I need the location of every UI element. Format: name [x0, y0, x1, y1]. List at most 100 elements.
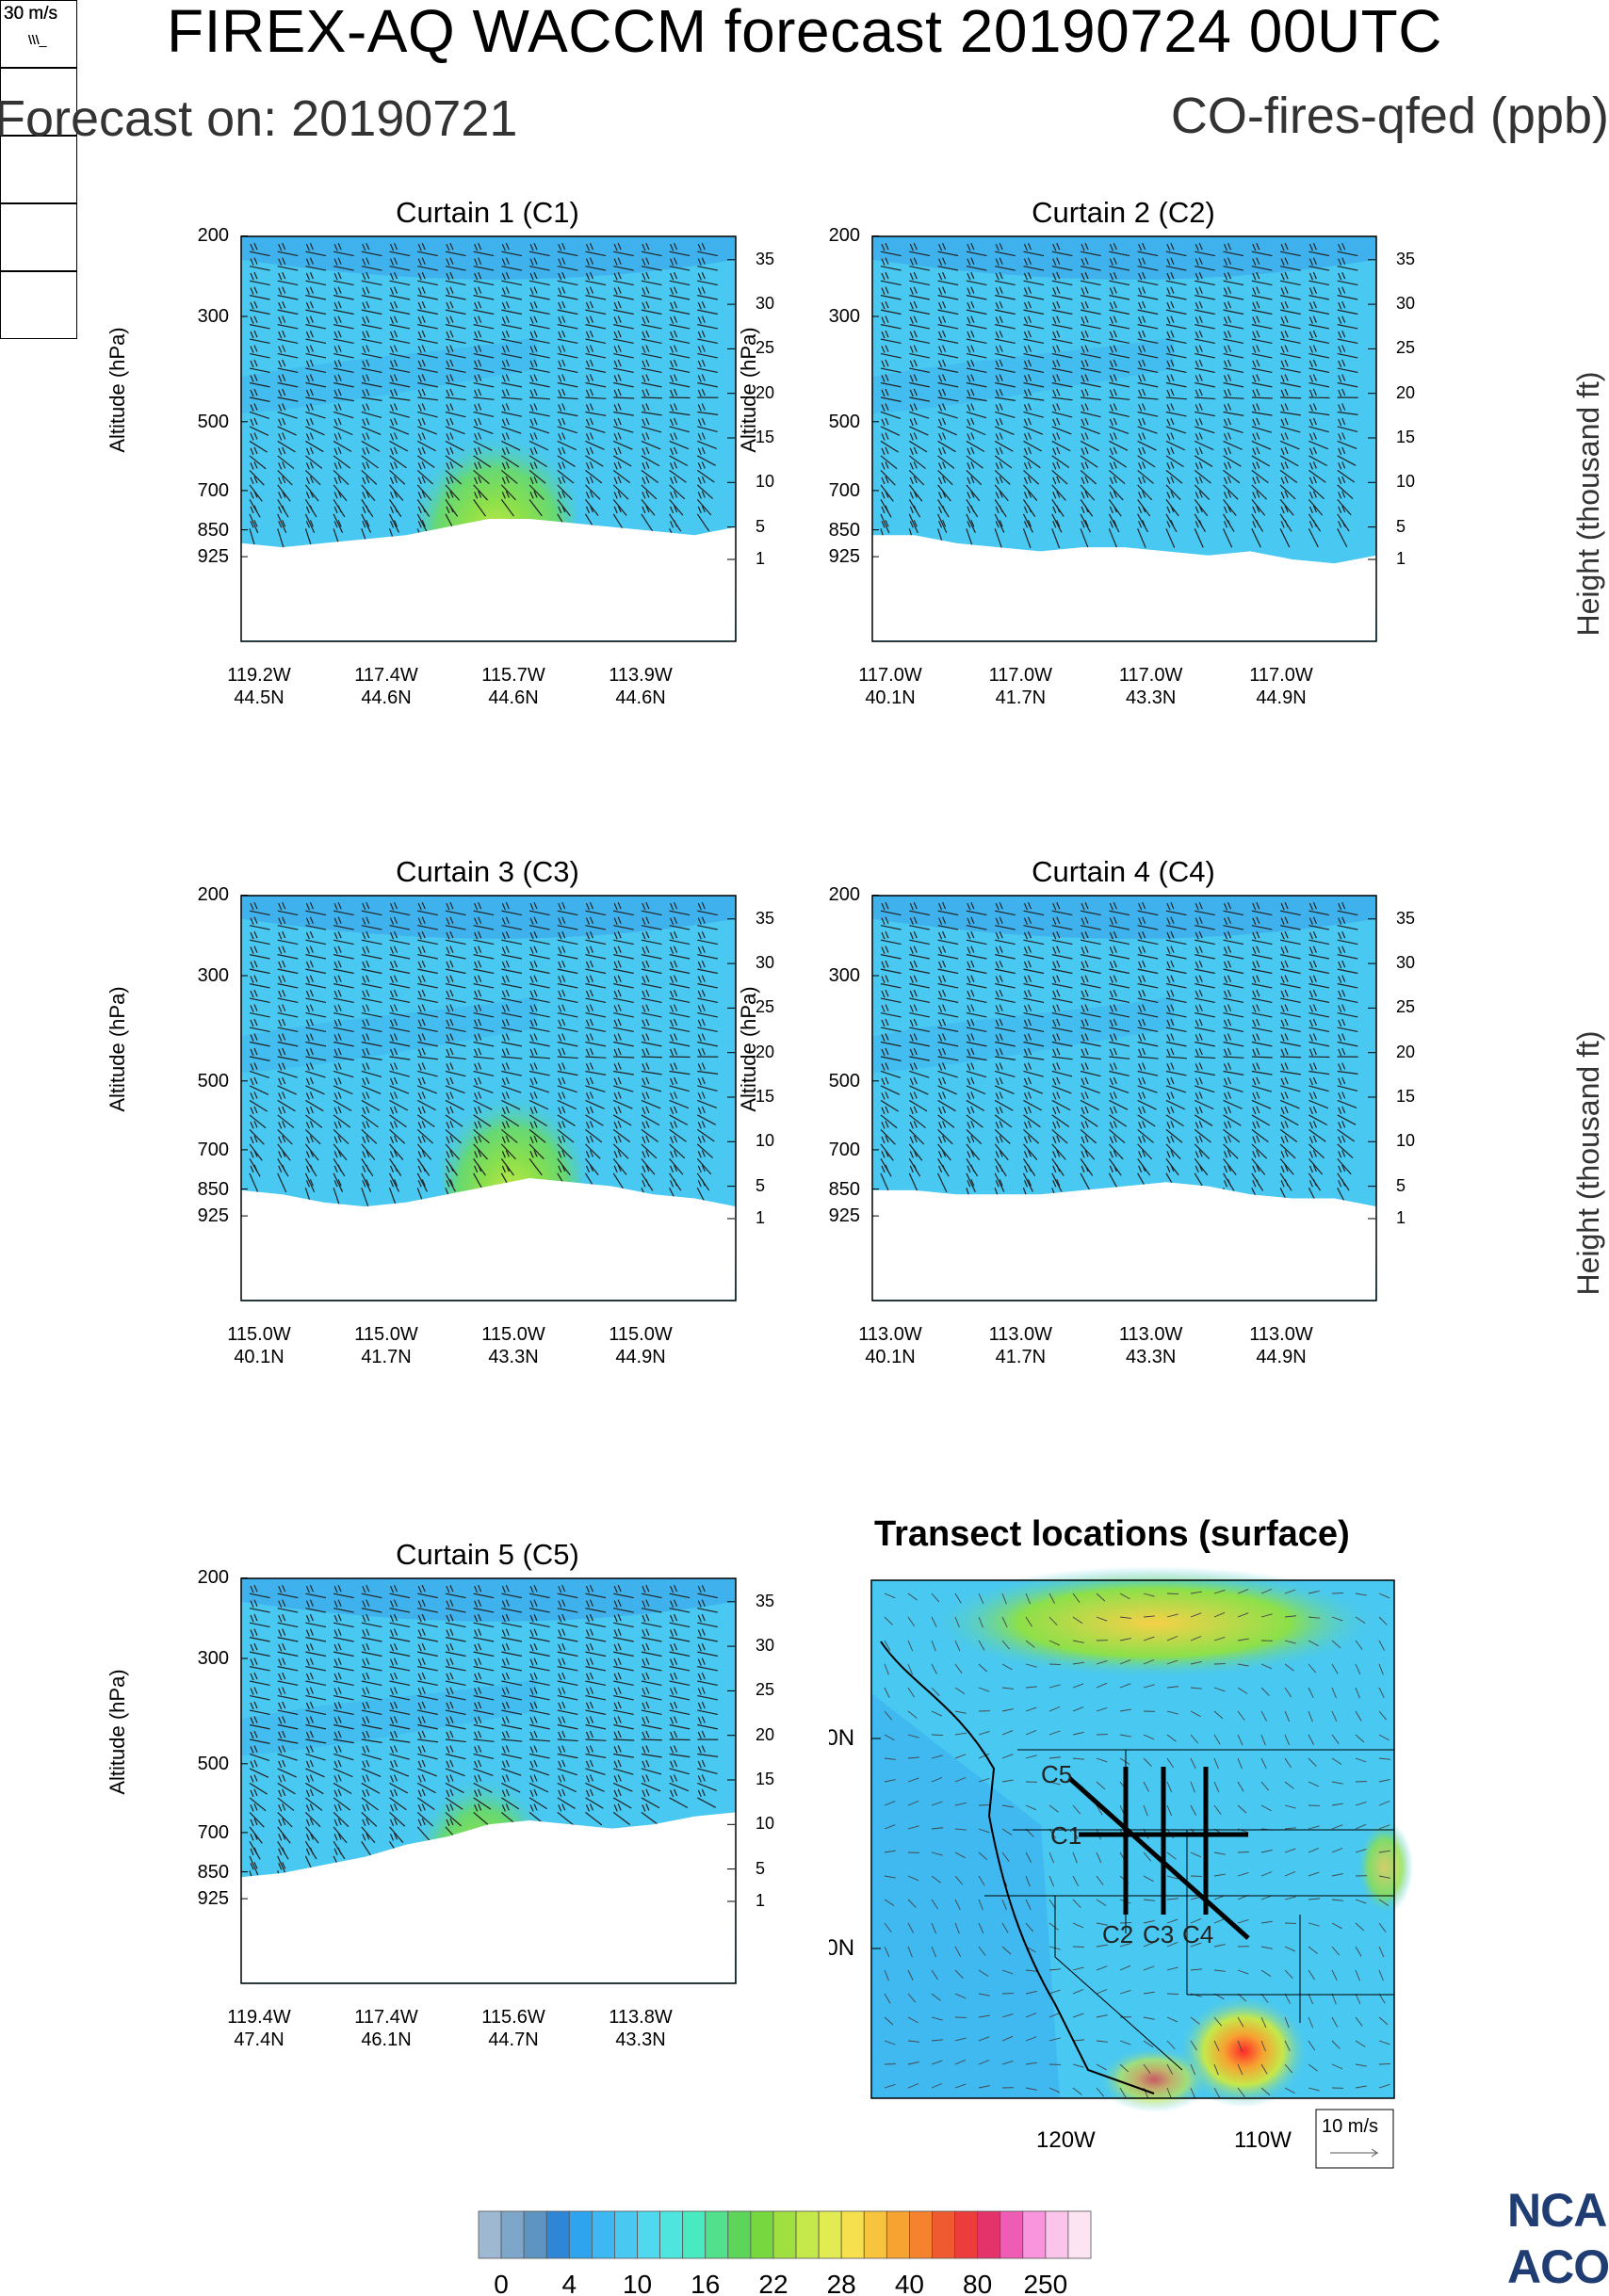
- wind-barbs: [249, 1584, 719, 1891]
- wind-reference-box: 30 m/s \\\_: [0, 4, 77, 271]
- wind-reference-barb-icon: \\\_: [28, 32, 47, 47]
- lon-tick-label: 110W: [1234, 2127, 1292, 2153]
- x-tick-lon: 119.2W: [227, 665, 291, 686]
- x-tick-lon: 113.0W: [988, 1324, 1053, 1345]
- colorbar-swatch: [1045, 2210, 1069, 2259]
- wind-reference-label: 30 m/s: [4, 4, 58, 24]
- colorbar-label: 16: [691, 2270, 720, 2296]
- wind-reference-label: 30 m/s: [4, 4, 58, 24]
- height-tick-label: 5: [756, 1858, 766, 1878]
- height-tick-label: 30: [1396, 953, 1416, 973]
- altitude-axis-label: Altitude (hPa): [106, 1668, 129, 1795]
- colorbar-swatch: [909, 2210, 933, 2259]
- x-tick-lon: 113.8W: [609, 2007, 673, 2028]
- colorbar-label: 250: [1023, 2270, 1067, 2296]
- colorbar-label: 28: [827, 2270, 856, 2296]
- colorbar-swatch: [727, 2210, 752, 2259]
- colorbar-label: 10: [623, 2270, 652, 2296]
- pressure-tick-label: 700: [828, 1139, 860, 1160]
- height-tick-label: 5: [756, 516, 766, 536]
- map-title: Transect locations (surface): [874, 1514, 1350, 1554]
- x-tick-lat: 40.1N: [234, 1347, 284, 1367]
- height-tick-label: 1: [1396, 1208, 1406, 1227]
- colorbar-swatch: [795, 2210, 820, 2259]
- colorbar-swatch: [500, 2210, 525, 2259]
- height-tick-label: 15: [1396, 1087, 1416, 1106]
- wind-reference-barb-icon: \\\_: [28, 32, 47, 47]
- colorbar-label: 0: [494, 2270, 509, 2296]
- pressure-tick-label: 500: [197, 1070, 229, 1091]
- colorbar-swatch: [818, 2210, 842, 2259]
- height-tick-label: 10: [756, 1131, 775, 1151]
- transect-label-c3: C3: [1143, 1920, 1174, 1948]
- colorbar-label: 22: [758, 2270, 788, 2296]
- height-tick-label: 10: [756, 1814, 775, 1834]
- wind-barbs: [880, 242, 1358, 549]
- pressure-tick-label: 200: [197, 225, 229, 246]
- ncar-logo-bottom: ACO: [1507, 2240, 1609, 2293]
- curtain-plot-4: [871, 895, 1377, 1302]
- height-tick-label: 1: [756, 1208, 766, 1227]
- colorbar-swatch: [545, 2210, 570, 2259]
- colorbar-swatch: [705, 2210, 729, 2259]
- height-tick-label: 35: [1396, 249, 1416, 268]
- altitude-axis-label: Altitude (hPa): [737, 985, 760, 1112]
- ncar-logo-top: NCA: [1507, 2184, 1607, 2237]
- height-tick-label: 25: [1396, 997, 1416, 1017]
- coastline: [880, 1641, 1155, 2094]
- transect-map: C1 C2 C3 C4 C5 50N 40N 120W 110W 10 m/s: [829, 1566, 1413, 2169]
- lat-tick-label: 40N: [829, 1935, 854, 1961]
- x-tick-lon: 117.0W: [1118, 665, 1183, 686]
- pressure-tick-label: 850: [828, 519, 860, 541]
- mid-low-band: [872, 995, 1174, 1074]
- x-tick-lon: 117.4W: [354, 2007, 418, 2028]
- wind-reference-barb-icon: \\\_: [28, 32, 47, 47]
- curtain-title-2: Curtain 2 (C2): [1032, 196, 1215, 229]
- wind-barbs: [249, 901, 719, 1208]
- variable-label: CO-fires-qfed (ppb): [1170, 88, 1609, 144]
- height-tick-label: 30: [1396, 294, 1416, 314]
- x-tick-lat: 43.3N: [615, 2029, 666, 2050]
- height-tick-label: 30: [756, 1636, 775, 1656]
- height-tick-label: 5: [756, 1175, 766, 1195]
- pressure-tick-label: 700: [197, 1139, 229, 1160]
- ocean-field: [871, 1693, 1060, 2098]
- curtain-plot-1: [240, 235, 737, 642]
- height-tick-label: 10: [756, 472, 775, 492]
- colorbar-label: 40: [895, 2270, 924, 2296]
- terrain-mask: [872, 1182, 1376, 1300]
- height-tick-label: 20: [756, 1724, 775, 1744]
- x-tick-lat: 41.7N: [995, 1347, 1047, 1367]
- height-tick-label: 5: [1396, 516, 1406, 536]
- pressure-tick-label: 925: [197, 546, 229, 568]
- colorbar-swatch: [614, 2210, 638, 2259]
- x-tick-lon: 117.0W: [858, 665, 922, 686]
- colorbar-swatch: [886, 2210, 910, 2259]
- lon-tick-label: 120W: [1036, 2127, 1096, 2153]
- altitude-axis-label: Altitude (hPa): [737, 326, 760, 453]
- x-tick-lon: 115.0W: [481, 1324, 545, 1345]
- x-tick-lon: 115.7W: [481, 665, 545, 686]
- wind-reference-box: 30 m/s \\\_: [0, 0, 77, 68]
- pressure-tick-label: 850: [197, 1178, 229, 1200]
- pressure-tick-label: 200: [828, 225, 860, 246]
- pressure-tick-label: 850: [828, 1178, 860, 1200]
- wind-reference-label: 30 m/s: [4, 4, 58, 24]
- colorbar-swatch: [523, 2210, 547, 2259]
- x-tick-lon: 113.0W: [858, 1324, 922, 1345]
- pressure-tick-label: 925: [197, 1888, 229, 1910]
- upper-low-band: [872, 236, 1375, 280]
- mid-low-band: [241, 336, 537, 414]
- height-tick-label: 25: [756, 997, 775, 1017]
- upper-low-band: [241, 1578, 735, 1622]
- northern-plume: [928, 1566, 1380, 1679]
- pressure-tick-label: 850: [197, 519, 229, 541]
- wind-reference-box: 30 m/s \\\_: [0, 4, 77, 136]
- x-tick-lat: 40.1N: [865, 1347, 916, 1367]
- transect-lines: [1067, 1767, 1250, 1940]
- colorbar-swatch: [1022, 2210, 1047, 2259]
- x-tick-lat: 43.3N: [488, 1347, 539, 1367]
- pressure-tick-label: 300: [828, 965, 860, 986]
- colorbar-swatch: [954, 2210, 979, 2259]
- plot-frame: [240, 1577, 737, 1984]
